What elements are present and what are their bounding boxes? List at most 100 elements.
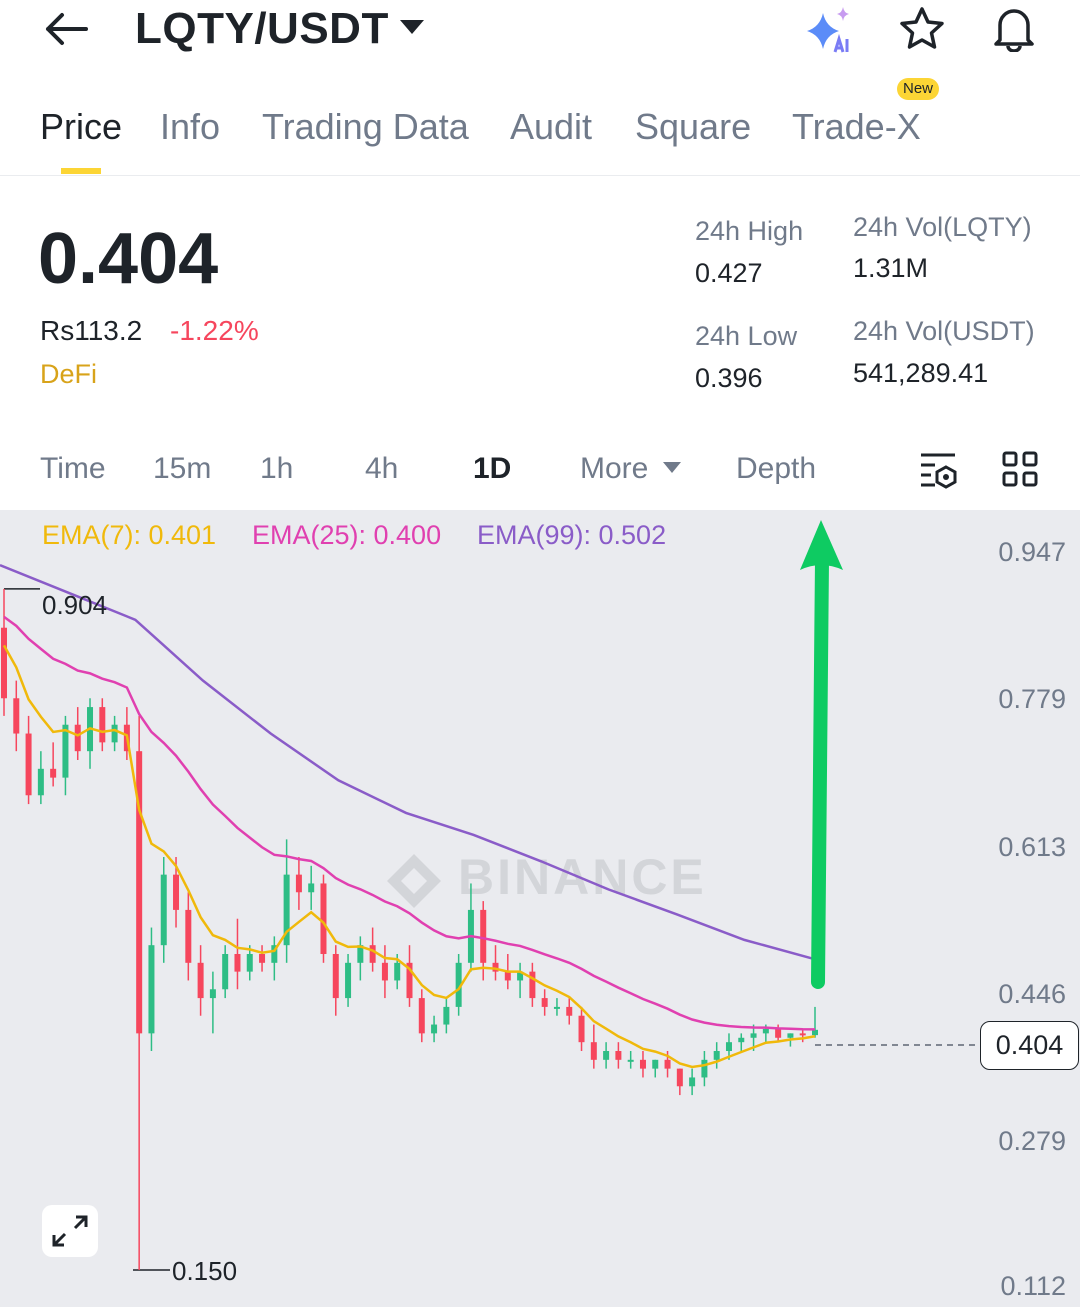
y-tick: 0.446: [998, 979, 1066, 1009]
candle-body: [246, 953, 253, 972]
candle-body: [652, 1059, 659, 1069]
candle-body: [111, 724, 118, 743]
candle-body: [418, 998, 425, 1034]
star-icon[interactable]: [899, 6, 945, 50]
min-price-marker: 0.150: [172, 1256, 238, 1286]
candle-body: [775, 1028, 782, 1038]
candle-body: [148, 945, 155, 1034]
interval-4h[interactable]: 4h: [365, 452, 399, 485]
candle-body: [455, 962, 462, 1007]
high-label: 24h High: [695, 216, 804, 246]
candle-body: [197, 962, 204, 999]
new-badge: New: [897, 78, 940, 100]
candle-body: [689, 1077, 696, 1087]
annotation-arrow-head: [800, 520, 843, 570]
dropdown-caret-icon[interactable]: [400, 20, 424, 34]
candle-body: [320, 883, 327, 954]
fullscreen-button[interactable]: [42, 1205, 98, 1257]
candle-body: [209, 989, 216, 999]
vol-quote-value: 541,289.41: [853, 358, 989, 388]
candle-body: [369, 945, 376, 963]
candle-body: [492, 962, 499, 972]
candle-body: [541, 998, 548, 1007]
candle-body: [62, 724, 69, 778]
candle-body: [529, 971, 536, 999]
tab-price[interactable]: Price: [40, 106, 123, 147]
ema99-line: [0, 563, 813, 960]
candle-body: [627, 1059, 634, 1062]
expand-icon: [52, 1215, 88, 1247]
tab-square[interactable]: Square: [635, 106, 752, 147]
candle-body: [185, 909, 192, 963]
tab-info[interactable]: Info: [160, 106, 221, 147]
interval-1d[interactable]: 1D: [473, 452, 512, 485]
candle-body: [99, 707, 106, 743]
candle-body: [664, 1059, 671, 1069]
candle-body: [271, 945, 278, 963]
candle-body: [431, 1024, 438, 1034]
candle-body: [308, 883, 315, 893]
candle-body: [639, 1059, 646, 1069]
candle-body: [295, 874, 302, 893]
ema7-label: EMA(7): 0.401: [42, 520, 217, 550]
interval-1h[interactable]: 1h: [260, 452, 294, 485]
candle-body: [787, 1033, 794, 1038]
candle-body: [25, 733, 32, 796]
last-price-label: 0.404: [980, 1021, 1079, 1070]
pair-title[interactable]: LQTY/USDT: [135, 4, 389, 53]
interval-depth[interactable]: Depth: [736, 452, 817, 485]
candle-body: [13, 698, 20, 734]
candle-body: [136, 751, 143, 1034]
candle-body: [259, 953, 266, 963]
tab-trading-data[interactable]: Trading Data: [262, 106, 469, 147]
more-caret-icon: [663, 462, 681, 473]
interval-15m[interactable]: 15m: [153, 452, 212, 485]
candle-body: [750, 1033, 757, 1038]
category-tag[interactable]: DeFi: [40, 359, 98, 389]
candle-body: [480, 909, 487, 963]
candle-body: [615, 1051, 622, 1060]
candle-body: [725, 1042, 732, 1051]
ema99-label: EMA(99): 0.502: [477, 520, 667, 550]
ema7-line: [2, 644, 816, 1069]
indicator-settings-icon[interactable]: [919, 451, 959, 489]
candle-body: [234, 953, 241, 972]
ema25-line: [3, 615, 816, 1031]
candle-body: [517, 971, 524, 981]
y-tick: 0.112: [1000, 1271, 1066, 1301]
candle-body: [762, 1028, 769, 1034]
y-tick: 0.947: [998, 537, 1066, 567]
fiat-price: Rs113.2: [40, 315, 143, 346]
vol-base-label: 24h Vol(LQTY): [853, 212, 1032, 242]
tab-active-indicator: [61, 168, 101, 174]
interval-time[interactable]: Time: [40, 452, 106, 485]
candle-body: [283, 874, 290, 946]
low-value: 0.396: [695, 363, 763, 393]
grid-layout-icon[interactable]: [1002, 451, 1038, 487]
candle-body: [713, 1051, 720, 1060]
candle-body: [222, 953, 229, 990]
candle-body: [504, 971, 511, 981]
candle-body: [738, 1037, 745, 1043]
candle-body: [37, 768, 44, 796]
candle-body: [603, 1051, 610, 1060]
annotation-arrow-shaft: [811, 553, 829, 989]
candle-body: [566, 1006, 573, 1016]
ai-sparkle-icon[interactable]: [805, 5, 857, 55]
candle-body: [812, 1029, 818, 1036]
candlestick-chart[interactable]: [0, 510, 1080, 1307]
y-tick: 0.613: [998, 832, 1066, 862]
candle-body: [1, 627, 7, 699]
candle-body: [173, 874, 180, 910]
y-tick: 0.279: [998, 1126, 1066, 1156]
candle-body: [406, 962, 413, 999]
candle-body: [553, 1006, 560, 1009]
interval-more[interactable]: More: [580, 452, 649, 485]
tabs-divider: [0, 175, 1080, 176]
tab-trade-x[interactable]: Trade-X: [792, 106, 921, 147]
bell-icon[interactable]: [990, 4, 1038, 52]
candle-body: [394, 962, 401, 981]
back-arrow-icon[interactable]: [44, 12, 88, 46]
tab-audit[interactable]: Audit: [510, 106, 593, 147]
